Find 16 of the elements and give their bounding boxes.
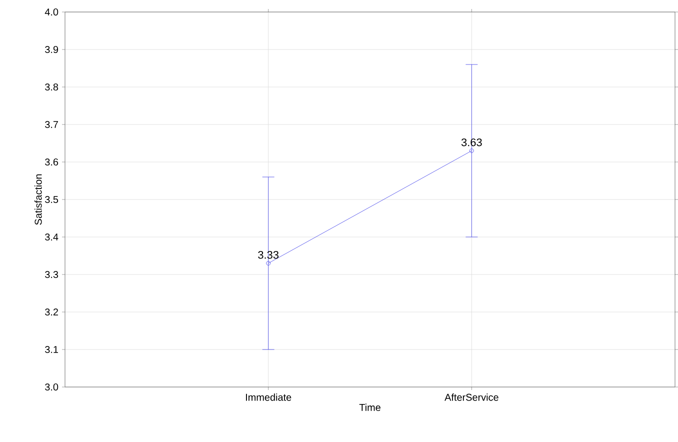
- y-tick-label: 3.1: [45, 346, 58, 354]
- y-tick-label: 3.7: [45, 120, 58, 128]
- y-tick-label: 3.0: [45, 383, 58, 391]
- x-axis-title: Time: [359, 404, 380, 411]
- data-label: 3.33: [258, 250, 279, 259]
- y-tick-label: 4.0: [44, 8, 58, 16]
- y-tick-label: 3.3: [45, 270, 58, 278]
- y-tick-label: 3.5: [45, 196, 58, 204]
- y-tick-label: 3.9: [45, 46, 58, 54]
- y-tick-label: 3.6: [45, 158, 58, 166]
- x-tick-label: Immediate: [246, 394, 292, 401]
- y-tick-label: 3.4: [45, 233, 58, 241]
- y-tick-label: 3.8: [45, 83, 58, 91]
- y-axis-title: Satisfaction: [34, 174, 42, 225]
- x-tick-label: AfterService: [444, 394, 498, 401]
- y-tick-label: 3.2: [45, 308, 58, 316]
